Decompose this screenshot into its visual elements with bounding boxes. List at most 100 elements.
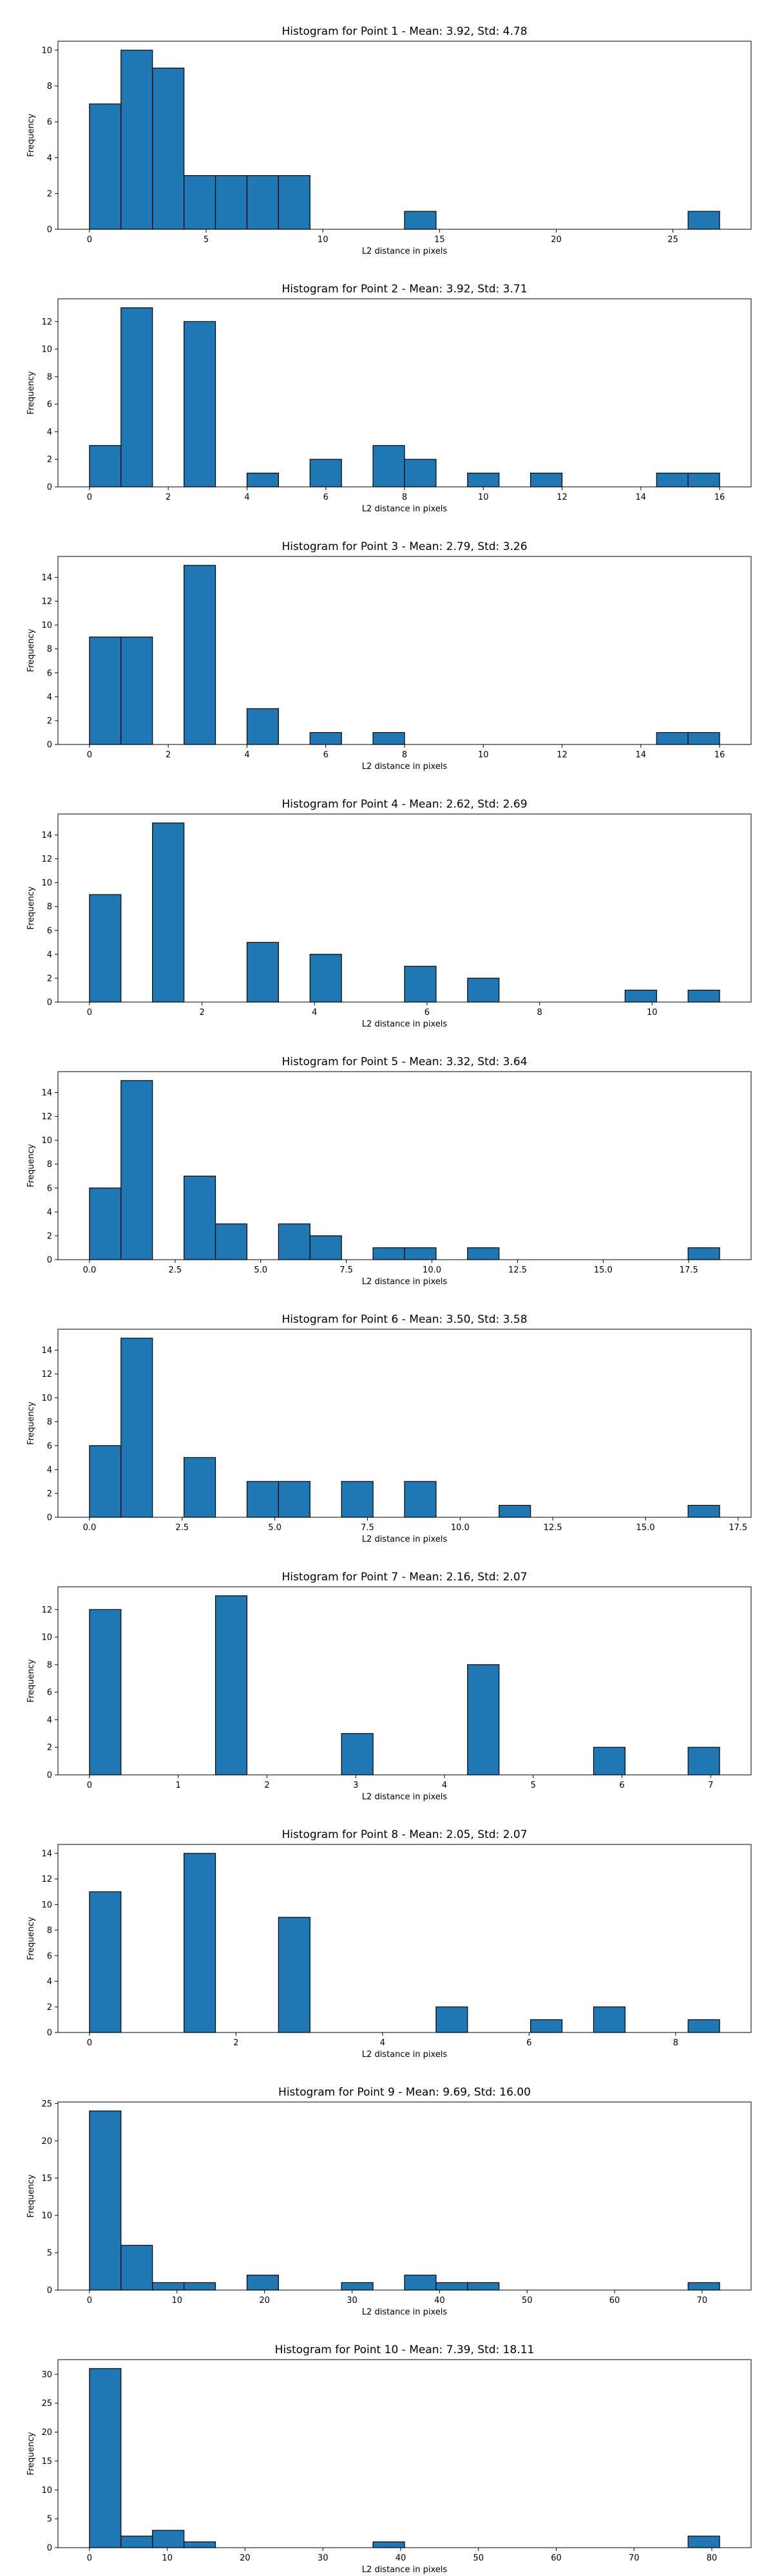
histogram-bar (120, 1338, 153, 1518)
y-tick-label: 20 (41, 2428, 52, 2438)
histogram-bar (246, 2275, 279, 2291)
x-axis-label: L2 distance in pixels (362, 2050, 448, 2060)
x-tick-label: 10 (478, 750, 489, 760)
x-tick-label: 50 (473, 2553, 484, 2563)
y-tick-label: 20 (41, 2137, 52, 2146)
histogram-panel-8: Histogram for Point 8 - Mean: 2.05, Std:… (26, 1828, 752, 2060)
y-tick-label: 0 (47, 741, 52, 750)
histogram-bar (120, 2244, 153, 2291)
y-tick-label: 4 (47, 428, 52, 437)
histogram-bar (372, 445, 405, 488)
axes-frame (57, 41, 752, 230)
x-tick-label: 14 (636, 750, 647, 760)
y-tick-label: 10 (41, 1136, 52, 1146)
axes-frame (57, 2101, 752, 2291)
chart-title: Histogram for Point 6 - Mean: 3.50, Std:… (282, 1313, 527, 1326)
y-tick-label: 2 (47, 1743, 52, 1753)
histogram-bar (309, 459, 342, 488)
x-axis: 0 2 4 6 8 10 12 14 16 (87, 487, 725, 502)
histogram-bar (435, 2006, 468, 2033)
histogram-bar (184, 175, 216, 230)
y-tick-label: 6 (47, 400, 52, 410)
bars (89, 1595, 720, 1776)
x-tick-label: 10.0 (423, 1265, 441, 1275)
y-tick-label: 4 (47, 153, 52, 163)
x-tick-label: 2 (166, 493, 171, 502)
histogram-bar (215, 1223, 248, 1260)
histogram-bar (246, 175, 279, 230)
axes-frame (57, 1844, 752, 2033)
histogram-bar (246, 473, 279, 488)
y-tick-label: 12 (41, 597, 52, 607)
x-tick-label: 0 (87, 235, 92, 245)
y-tick-label: 8 (47, 82, 52, 91)
histogram-bar (89, 2110, 122, 2291)
y-tick-label: 2 (47, 974, 52, 983)
histogram-bar (404, 211, 437, 230)
y-tick-label: 2 (47, 1231, 52, 1241)
y-tick-label: 10 (41, 1633, 52, 1643)
y-axis: 0 2 4 6 8 10 12 14 (41, 1346, 58, 1523)
histogram-panel-4: Histogram for Point 4 - Mean: 2.62, Std:… (26, 798, 752, 1029)
x-tick-label: 80 (707, 2553, 718, 2563)
x-tick-label: 8 (673, 2038, 678, 2048)
histogram-bar (215, 1595, 248, 1776)
x-tick-label: 6 (619, 1781, 624, 1790)
histogram-bar (341, 2282, 374, 2291)
histogram-bar (120, 307, 153, 488)
x-tick-label: 0 (87, 2038, 92, 2048)
histogram-bar (404, 459, 437, 488)
y-tick-label: 10 (41, 2211, 52, 2221)
y-axis: 0 2 4 6 8 10 12 (41, 1605, 58, 1781)
histogram-panel-10: Histogram for Point 10 - Mean: 7.39, Std… (26, 2344, 752, 2575)
histogram-bar (89, 103, 122, 230)
histogram-bar (341, 1733, 374, 1776)
histogram-bar (435, 2282, 468, 2291)
x-tick-label: 1 (176, 1781, 181, 1790)
x-tick-label: 17.5 (680, 1265, 698, 1275)
y-axis-label: Frequency (26, 2174, 36, 2217)
y-tick-label: 8 (47, 1160, 52, 1170)
x-tick-label: 7 (708, 1781, 713, 1790)
histogram-bar (184, 321, 216, 488)
y-tick-label: 0 (47, 2286, 52, 2296)
y-axis-label: Frequency (26, 1917, 36, 1960)
x-tick-label: 15.0 (636, 1523, 655, 1533)
x-tick-label: 0 (87, 2296, 92, 2306)
histogram-bar (341, 1481, 374, 1518)
x-tick-label: 4 (244, 493, 249, 502)
histogram-bar (687, 1504, 720, 1518)
x-tick-label: 70 (697, 2296, 708, 2306)
y-axis-label: Frequency (26, 1144, 36, 1187)
y-tick-label: 6 (47, 118, 52, 128)
x-tick-label: 6 (526, 2038, 531, 2048)
x-tick-label: 0 (87, 1008, 92, 1018)
x-tick-label: 10.0 (451, 1523, 470, 1533)
histogram-bar (89, 2368, 122, 2548)
x-axis-label: L2 distance in pixels (362, 1019, 448, 1029)
y-tick-label: 12 (41, 1875, 52, 1884)
histogram-bar (309, 1235, 342, 1260)
histogram-bar (89, 1891, 122, 2033)
histogram-bar (89, 894, 122, 1003)
y-tick-label: 4 (47, 950, 52, 960)
x-tick-label: 5 (204, 235, 209, 245)
y-tick-label: 25 (41, 2399, 52, 2409)
histogram-bar (687, 1247, 720, 1260)
x-tick-label: 40 (396, 2553, 406, 2563)
histogram-panel-9: Histogram for Point 9 - Mean: 9.69, Std:… (26, 2086, 752, 2317)
chart-title: Histogram for Point 10 - Mean: 7.39, Std… (275, 2344, 535, 2356)
x-axis-label: L2 distance in pixels (362, 762, 448, 772)
y-tick-label: 0 (47, 1256, 52, 1265)
y-tick-label: 8 (47, 1926, 52, 1936)
x-tick-label: 8 (537, 1008, 542, 1018)
y-tick-label: 2 (47, 455, 52, 465)
histogram-bar (278, 1917, 310, 2033)
x-tick-label: 5.0 (268, 1523, 282, 1533)
y-axis: 0 2 4 6 8 10 12 14 (41, 831, 58, 1008)
y-axis: 0 2 4 6 8 10 12 14 (41, 1849, 58, 2038)
histogram-panel-6: Histogram for Point 6 - Mean: 3.50, Std:… (26, 1313, 752, 1544)
y-tick-label: 2 (47, 716, 52, 726)
x-tick-label: 3 (353, 1781, 358, 1790)
